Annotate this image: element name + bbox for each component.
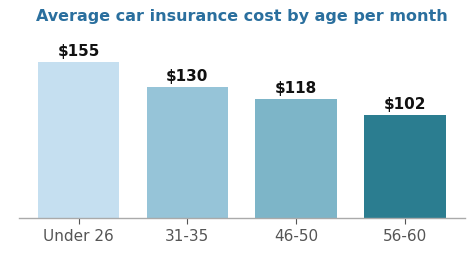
Bar — [364, 115, 446, 218]
Text: $155: $155 — [57, 44, 100, 59]
Bar — [146, 87, 228, 218]
Text: $118: $118 — [275, 81, 317, 96]
Bar — [38, 62, 119, 218]
Text: $102: $102 — [383, 97, 426, 113]
Title: Average car insurance cost by age per month: Average car insurance cost by age per mo… — [36, 9, 447, 24]
Bar — [255, 99, 337, 218]
Text: $130: $130 — [166, 69, 209, 84]
